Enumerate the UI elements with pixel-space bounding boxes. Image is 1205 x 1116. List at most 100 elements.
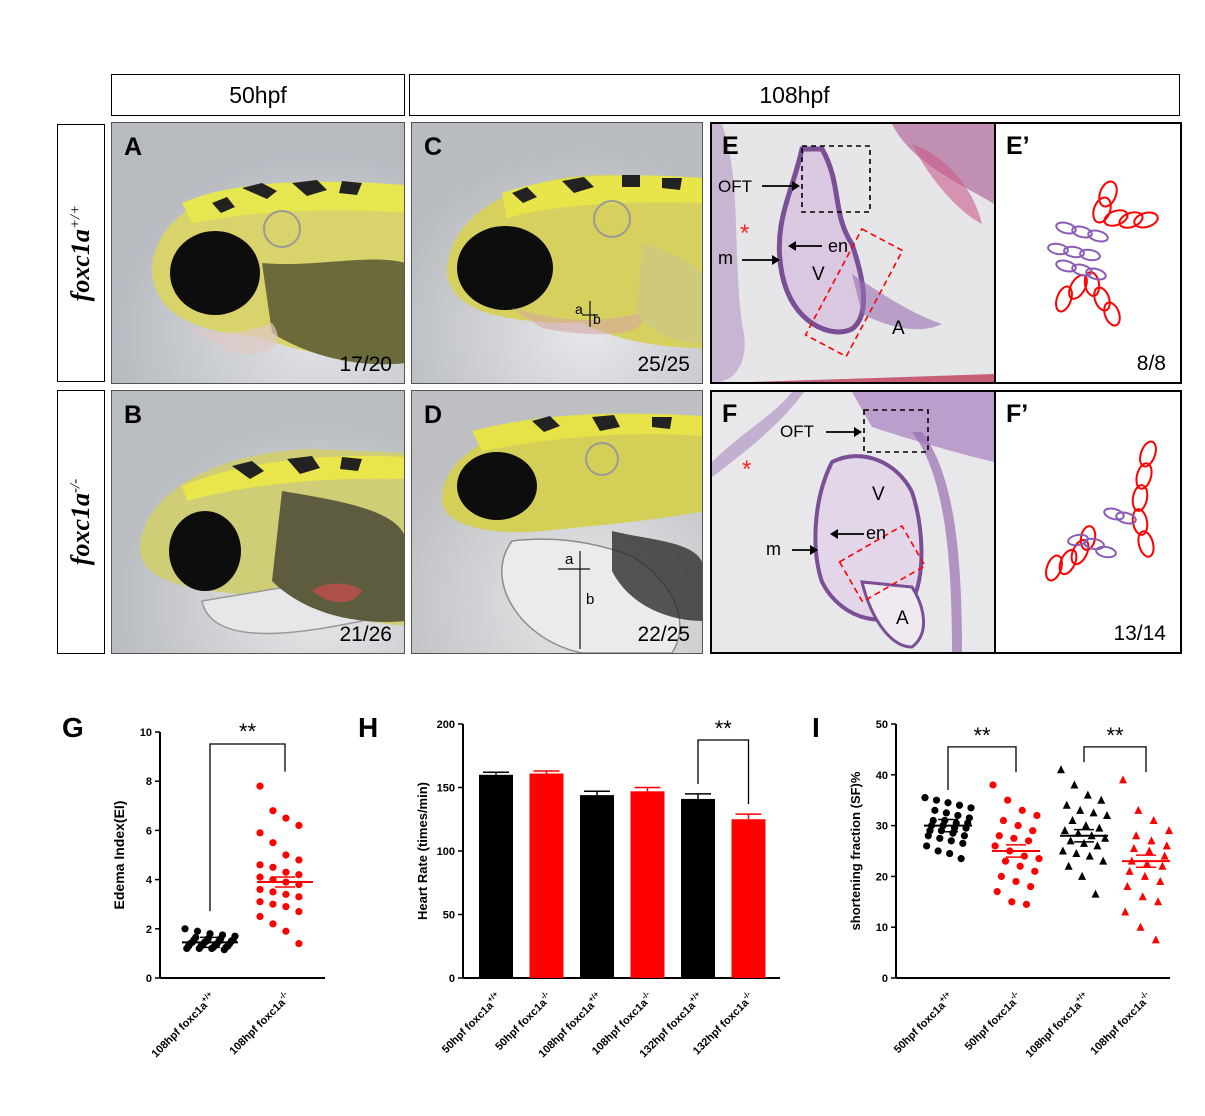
g-data-point	[181, 925, 189, 933]
panel-f-prime-diagram: F’ 13/14	[994, 390, 1182, 654]
g-y-tick-label: 10	[140, 727, 152, 739]
i-data-point	[949, 829, 957, 837]
i-data-point	[955, 801, 964, 809]
panel-e-oft-label: OFT	[718, 177, 752, 196]
header-108hpf: 108hpf	[409, 74, 1180, 116]
g-y-tick-label: 2	[146, 924, 152, 936]
h-y-tick-label: 50	[443, 910, 455, 922]
i-data-point	[932, 796, 941, 804]
i-data-point	[946, 849, 954, 858]
panel-e-a-label: A	[892, 318, 905, 339]
g-category-label: 108hpf foxc1a-/-	[225, 989, 293, 1057]
panel-e-m-label: m	[718, 248, 733, 268]
panel-f-a-label: A	[896, 608, 909, 629]
g-data-point	[295, 893, 303, 901]
i-data-point	[947, 837, 955, 845]
panel-e-star: *	[740, 220, 750, 247]
i-data-point	[1035, 855, 1043, 863]
edema-index-chart: 0 2 4 6 8 10 Edema Index(EI) 108hpf foxc1a+/+10…	[111, 719, 325, 1060]
h-bar	[731, 819, 766, 978]
i-y-tick-label: 10	[876, 922, 888, 934]
panel-f-en-label: en	[866, 523, 887, 543]
i-data-point	[1097, 795, 1106, 804]
i-data-point	[1004, 796, 1012, 804]
i-data-point	[1029, 827, 1037, 835]
i-data-point	[1057, 765, 1065, 774]
g-data-point	[208, 944, 216, 953]
g-data-point	[183, 944, 191, 953]
i-data-point	[989, 781, 997, 789]
g-y-tick-label: 4	[146, 875, 153, 887]
i-data-point	[1145, 846, 1154, 855]
i-data-point	[921, 794, 929, 802]
row-label-wildtype-text: foxc1a+/+	[66, 204, 95, 302]
g-category-label: 108hpf foxc1a+/+	[147, 989, 218, 1060]
row-label-mutant-text: foxc1a-/-	[66, 478, 95, 566]
i-data-point	[1060, 826, 1069, 835]
g-y-axis-label: Edema Index(EI)	[111, 801, 127, 910]
i-category-label: 50hpf foxc1a+/+	[890, 989, 957, 1056]
h-y-tick-label: 0	[449, 973, 455, 985]
i-data-point	[1151, 935, 1160, 944]
g-data-point	[220, 946, 228, 954]
i-data-point	[1080, 838, 1088, 847]
heart-section-e-illustration	[712, 124, 994, 382]
i-data-point	[1129, 843, 1138, 852]
i-data-point	[1138, 892, 1147, 901]
i-data-point	[937, 827, 946, 835]
i-data-point	[1136, 922, 1145, 931]
i-data-point	[1010, 834, 1018, 842]
i-data-point	[1024, 837, 1033, 845]
i-data-point	[995, 832, 1003, 840]
i-y-tick-label: 40	[876, 770, 888, 782]
cell-shape-e-prime	[1047, 180, 1159, 327]
i-data-point	[954, 811, 962, 820]
i-data-point	[1125, 866, 1134, 875]
panel-f-histology: F OFT * V en m A	[710, 390, 996, 654]
i-data-point	[1058, 846, 1067, 855]
g-data-point	[195, 944, 203, 953]
g-data-point	[269, 888, 277, 896]
h-y-axis-label: Heart Rate (times/min)	[415, 782, 430, 920]
panel-d-mark-b: b	[586, 591, 595, 608]
panel-e-prime-letter: E’	[1006, 132, 1030, 160]
i-data-point	[1091, 889, 1100, 898]
larva-d-illustration	[412, 391, 702, 653]
g-y-tick-label: 8	[146, 776, 152, 788]
g-data-point	[269, 920, 277, 928]
panel-f-letter: F	[722, 400, 738, 428]
i-data-point	[942, 809, 950, 817]
graph-h-letter: H	[358, 712, 379, 743]
g-y-tick-label: 0	[146, 973, 152, 985]
i-data-point	[1103, 810, 1111, 819]
g-data-point	[282, 927, 290, 935]
header-50hpf: 50hpf	[111, 74, 405, 116]
i-data-point	[1132, 831, 1141, 840]
panel-f-star: *	[742, 456, 752, 483]
i-data-point	[1070, 780, 1079, 789]
i-y-tick-label: 0	[882, 973, 888, 985]
larva-a-illustration	[112, 123, 404, 383]
i-data-point	[1001, 857, 1010, 865]
i-data-point	[1158, 861, 1167, 870]
g-data-point	[256, 898, 264, 906]
g-data-point	[295, 871, 303, 879]
i-category-label: 108hpf foxc1a+/+	[1021, 989, 1092, 1060]
row-label-mutant: foxc1a-/-	[57, 390, 105, 654]
panel-b-fraction: 21/26	[339, 623, 392, 646]
i-data-point	[999, 816, 1008, 825]
g-data-point	[282, 890, 290, 898]
i-data-point	[1154, 897, 1163, 906]
panel-a-letter: A	[124, 133, 143, 161]
g-data-point	[256, 885, 264, 894]
h-significance-bracket	[697, 739, 750, 805]
i-data-point	[1101, 833, 1110, 842]
panel-e-en-label: en	[828, 236, 849, 256]
i-data-point	[967, 804, 975, 812]
i-data-point	[1018, 806, 1026, 814]
header-50hpf-label: 50hpf	[229, 81, 287, 108]
i-data-point	[1081, 821, 1090, 830]
g-data-point	[282, 814, 290, 822]
h-bar	[529, 773, 564, 978]
graph-i-letter: I	[812, 712, 820, 743]
